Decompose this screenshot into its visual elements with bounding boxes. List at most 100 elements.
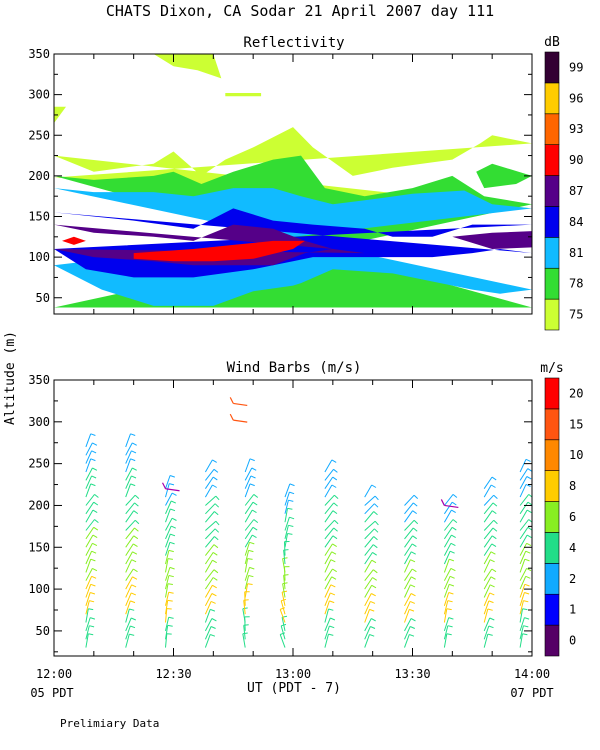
wind-barb bbox=[324, 484, 333, 498]
wind-barb bbox=[324, 592, 331, 606]
wind-barb-flag bbox=[525, 550, 531, 554]
wind-barb bbox=[324, 551, 333, 565]
wind-colorbar-unit: m/s bbox=[540, 361, 563, 376]
wind-barb bbox=[519, 476, 528, 489]
wind-barb-strong-flag bbox=[229, 397, 234, 404]
wind-barb-flag bbox=[493, 494, 498, 499]
wind-barb bbox=[244, 467, 253, 481]
wind-barb bbox=[125, 450, 132, 464]
wind-barb-flag bbox=[169, 541, 175, 545]
wind-barb bbox=[85, 550, 93, 565]
wind-barb bbox=[483, 476, 493, 489]
wind-barb bbox=[404, 502, 414, 515]
wind-barb bbox=[205, 536, 215, 548]
wind-barb-flag bbox=[487, 608, 493, 611]
wind-barb bbox=[443, 559, 450, 573]
wind-barb-flag bbox=[171, 492, 177, 496]
wind-barb bbox=[284, 533, 288, 548]
wind-barb bbox=[125, 625, 131, 640]
wind-barb-flag bbox=[249, 483, 255, 487]
colorbar-swatch-7 bbox=[544, 408, 560, 441]
wind-barb bbox=[364, 511, 375, 523]
wind-barb bbox=[205, 503, 216, 515]
wind-barb-flag bbox=[449, 583, 455, 587]
wind-barb bbox=[443, 543, 452, 556]
wind-barb bbox=[284, 491, 290, 506]
wind-barb-flag bbox=[372, 544, 378, 549]
wind-barb-flag bbox=[215, 520, 220, 526]
wind-barb bbox=[364, 552, 373, 565]
wind-barb-flag bbox=[372, 569, 378, 574]
y-tick-label: 200 bbox=[28, 498, 50, 512]
y-tick-label: 300 bbox=[28, 88, 50, 102]
wind-barb-flag bbox=[132, 551, 138, 555]
wind-barb-flag bbox=[526, 567, 532, 572]
wind-barb bbox=[125, 433, 131, 448]
wind-barb-flag bbox=[212, 584, 217, 589]
wind-barb bbox=[483, 502, 494, 515]
wind-barb-flag bbox=[332, 510, 338, 515]
wind-barb-flag bbox=[329, 625, 335, 629]
wind-barb bbox=[443, 509, 452, 523]
wind-barb bbox=[204, 634, 211, 648]
wind-barb-flag bbox=[210, 634, 216, 637]
wind-barb bbox=[404, 568, 413, 581]
wind-barb-flag bbox=[243, 599, 249, 601]
reflectivity-colorbar: 75 78 81 84 87 90 93 96 99 bbox=[544, 51, 583, 331]
wind-barb bbox=[125, 519, 136, 531]
wind-barb-flag bbox=[248, 575, 254, 578]
wind-barb bbox=[243, 625, 246, 640]
colorbar-label: 2 bbox=[569, 572, 576, 586]
wind-barb-flag bbox=[332, 568, 337, 573]
wind-barb bbox=[204, 459, 213, 473]
wind-barb bbox=[404, 601, 411, 615]
wind-barb bbox=[483, 584, 491, 598]
wind-barb bbox=[483, 494, 495, 506]
wind-barb bbox=[519, 534, 528, 548]
y-tick-label: 50 bbox=[36, 624, 50, 638]
wind-barb-flag bbox=[412, 510, 417, 515]
colorbar-swatch-2 bbox=[544, 563, 560, 595]
wind-barb-flag bbox=[289, 483, 295, 487]
wind-barb-flag bbox=[448, 592, 454, 595]
wind-barb-flag bbox=[282, 557, 288, 560]
wind-barb bbox=[443, 608, 448, 623]
colorbar-label: 93 bbox=[569, 122, 583, 136]
wind-barb bbox=[443, 568, 452, 581]
wind-barb bbox=[324, 459, 333, 473]
wind-barb bbox=[483, 510, 493, 523]
colorbar-label: 84 bbox=[569, 215, 583, 229]
wind-barb bbox=[324, 527, 335, 540]
figure-title: CHATS Dixon, CA Sodar 21 April 2007 day … bbox=[106, 2, 494, 20]
wind-barb-flag bbox=[372, 551, 377, 556]
wind-barb-flag bbox=[413, 519, 419, 525]
wind-barb-flag bbox=[92, 567, 98, 572]
wind-barb-flag bbox=[130, 433, 136, 436]
wind-barb bbox=[125, 617, 132, 632]
wind-barb bbox=[244, 550, 250, 565]
wind-barb bbox=[404, 551, 412, 565]
wind-barb-flag bbox=[446, 633, 452, 636]
wind-barb-flag bbox=[90, 592, 96, 595]
wind-barb-flag bbox=[251, 534, 257, 539]
wind-barb-flag bbox=[451, 526, 457, 531]
wind-barb-flag bbox=[411, 551, 416, 555]
wind-barb-flag bbox=[523, 600, 529, 603]
wind-barb bbox=[284, 541, 286, 556]
wind-barb bbox=[165, 550, 170, 565]
wind-barb-flag bbox=[252, 526, 258, 531]
wind-barb-flag bbox=[526, 509, 532, 514]
wind-barb-flag bbox=[252, 501, 258, 506]
wind-barb bbox=[519, 468, 529, 481]
wind-barb bbox=[125, 600, 131, 615]
wind-barb-flag bbox=[450, 542, 456, 547]
wind-barb-strong-flag bbox=[229, 413, 234, 421]
wind-barb-flag bbox=[526, 476, 532, 480]
wind-barb bbox=[519, 576, 527, 590]
wind-barb-flag bbox=[409, 608, 415, 612]
wind-barb-flag bbox=[409, 634, 415, 637]
wind-barb-flag bbox=[169, 566, 175, 570]
colorbar-label: 99 bbox=[569, 60, 583, 74]
wind-barb-flag bbox=[333, 527, 338, 532]
wind-barb-flag bbox=[370, 626, 376, 629]
